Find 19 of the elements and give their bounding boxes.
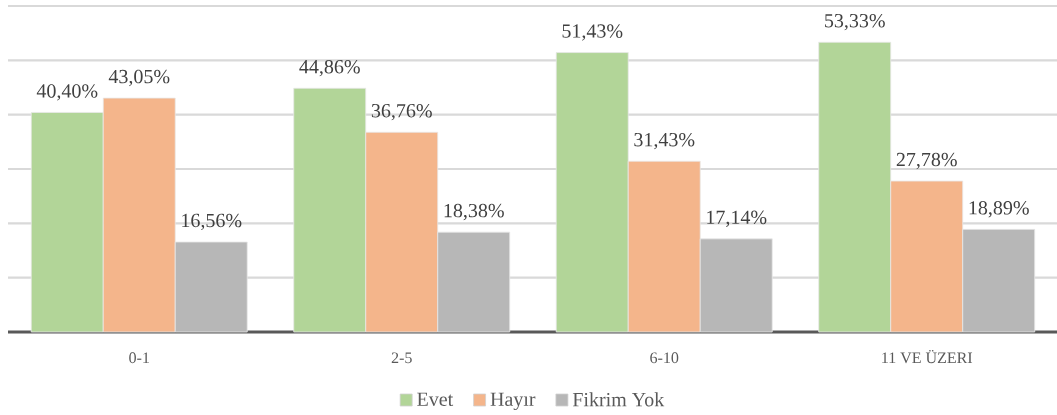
x-tick-label: 6-10 xyxy=(650,352,679,364)
x-tick-label: 2-5 xyxy=(391,352,412,364)
data-label: 40,40% xyxy=(36,84,98,101)
data-label: 17,14% xyxy=(707,210,767,227)
data-label: 16,56% xyxy=(182,213,242,231)
data-label: 44,86% xyxy=(299,59,360,77)
data-label: 18,89% xyxy=(969,201,1029,218)
data-label: 31,43% xyxy=(634,132,695,150)
data-label: 51,43% xyxy=(562,24,623,41)
legend-label: Hayır xyxy=(490,392,536,411)
x-tick-label: 11 VE ÜZERI xyxy=(882,350,973,364)
data-label: 43,05% xyxy=(108,69,170,87)
x-tick-label: 0-1 xyxy=(129,352,149,364)
data-label: 27,78% xyxy=(896,152,957,170)
data-label: 18,38% xyxy=(444,203,504,221)
legend-label: Evet xyxy=(417,392,454,407)
data-label: 53,33% xyxy=(825,13,885,31)
legend-label: Fikrim Yok xyxy=(572,392,665,407)
data-label: 36,76% xyxy=(371,103,432,121)
